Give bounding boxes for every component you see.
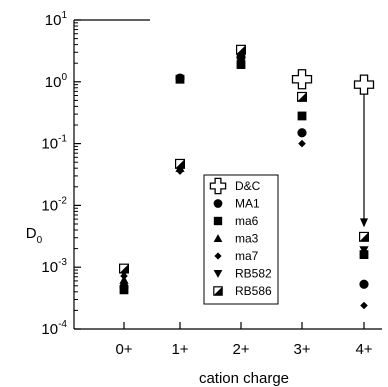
y-axis-title: D0 (26, 225, 43, 246)
legend: D&C MA1 ma6 ma3 ma7 RB582 RB586 (203, 174, 279, 305)
x-tick-label: 3+ (293, 341, 310, 358)
legend-marker (213, 234, 223, 242)
data-point (119, 285, 129, 295)
data-point (118, 263, 129, 274)
y-tick-label: 101 (45, 10, 68, 29)
data-point (236, 44, 247, 55)
arrow-annotation (360, 94, 368, 228)
data-point (291, 69, 313, 90)
legend-marker (214, 252, 222, 260)
data-point (359, 231, 370, 242)
data-point (359, 246, 369, 255)
y-tick-label: 10-1 (41, 134, 67, 153)
y-tick-label: 100 (45, 72, 68, 91)
y-axis-title-subscript: 0 (37, 235, 43, 246)
x-tick-label: 2+ (232, 341, 249, 358)
legend-label: D&C (235, 179, 261, 193)
marks (118, 44, 375, 310)
series-d-c (291, 69, 375, 95)
annotations (360, 94, 368, 228)
data-point (175, 158, 186, 169)
legend-label: RB586 (235, 284, 272, 298)
arrow-head (360, 218, 368, 228)
x-axis-title: cation charge (199, 370, 289, 387)
x-tick-label: 4+ (355, 341, 372, 358)
legend-marker (213, 199, 223, 208)
legend-label: ma3 (235, 232, 259, 246)
legend-marker (213, 270, 223, 278)
legend-marker (209, 177, 227, 195)
data-point (297, 91, 308, 102)
x-tick-label: 1+ (171, 341, 188, 358)
series-rb586 (118, 44, 370, 274)
x-tick-label: 0+ (115, 341, 132, 358)
data-point (359, 279, 369, 289)
data-point (360, 301, 368, 310)
ticks: 10-4 10-3 10-2 10-1 100 101 0+ 1+ 2+ 3+ 4+ (41, 10, 372, 358)
legend-label: RB582 (235, 267, 272, 281)
data-point (175, 74, 185, 84)
legend-marker (213, 286, 223, 296)
y-axis-title-main: D (26, 225, 37, 242)
legend-marker (213, 216, 223, 226)
y-tick-label: 10-3 (41, 257, 67, 276)
data-point (298, 139, 306, 148)
y-tick-label: 10-2 (41, 195, 67, 214)
legend-label: ma6 (235, 214, 259, 228)
legend-label: ma7 (235, 249, 259, 263)
data-point (353, 74, 375, 95)
data-point (297, 111, 307, 121)
legend-label: MA1 (235, 197, 260, 211)
data-point (297, 128, 307, 138)
data-point (236, 60, 246, 69)
y-tick-label: 10-4 (41, 319, 67, 338)
axes (73, 19, 382, 330)
